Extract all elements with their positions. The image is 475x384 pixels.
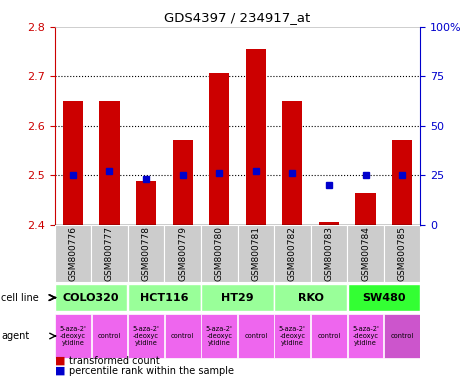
- Text: ■: ■: [55, 356, 65, 366]
- Text: 5-aza-2'
-deoxyc
ytidine: 5-aza-2' -deoxyc ytidine: [206, 326, 233, 346]
- Bar: [164, 225, 201, 282]
- Title: GDS4397 / 234917_at: GDS4397 / 234917_at: [164, 11, 311, 24]
- Bar: [55, 225, 91, 282]
- Text: HT29: HT29: [221, 293, 254, 303]
- Bar: [92, 314, 127, 358]
- Text: transformed count: transformed count: [69, 356, 160, 366]
- Text: SW480: SW480: [362, 293, 406, 303]
- Bar: [319, 222, 339, 225]
- Text: COLO320: COLO320: [63, 293, 119, 303]
- Bar: [274, 225, 311, 282]
- Text: GSM800785: GSM800785: [398, 226, 407, 281]
- Bar: [348, 314, 383, 358]
- Bar: [246, 49, 266, 225]
- Bar: [91, 225, 128, 282]
- Text: control: control: [390, 333, 414, 339]
- Bar: [128, 284, 200, 311]
- Bar: [136, 181, 156, 225]
- Bar: [311, 314, 347, 358]
- Bar: [55, 284, 127, 311]
- Bar: [99, 101, 120, 225]
- Bar: [282, 101, 303, 225]
- Bar: [275, 284, 347, 311]
- Text: agent: agent: [1, 331, 29, 341]
- Text: HCT116: HCT116: [140, 293, 189, 303]
- Text: GSM800783: GSM800783: [324, 226, 333, 281]
- Text: control: control: [98, 333, 121, 339]
- Text: cell line: cell line: [1, 293, 38, 303]
- Bar: [347, 225, 384, 282]
- Text: ■: ■: [55, 366, 65, 376]
- Text: GSM800779: GSM800779: [178, 226, 187, 281]
- Bar: [128, 225, 164, 282]
- Bar: [63, 101, 83, 225]
- Bar: [392, 140, 412, 225]
- Text: RKO: RKO: [298, 293, 323, 303]
- Text: GSM800780: GSM800780: [215, 226, 224, 281]
- Text: 5-aza-2'
-deoxyc
ytidine: 5-aza-2' -deoxyc ytidine: [133, 326, 160, 346]
- Bar: [172, 140, 193, 225]
- Text: GSM800784: GSM800784: [361, 226, 370, 281]
- Bar: [238, 225, 274, 282]
- Bar: [201, 284, 274, 311]
- Text: GSM800782: GSM800782: [288, 226, 297, 281]
- Text: 5-aza-2'
-deoxyc
ytidine: 5-aza-2' -deoxyc ytidine: [59, 326, 86, 346]
- Bar: [311, 225, 347, 282]
- Text: GSM800777: GSM800777: [105, 226, 114, 281]
- Bar: [55, 314, 91, 358]
- Bar: [128, 314, 164, 358]
- Bar: [238, 314, 274, 358]
- Bar: [165, 314, 200, 358]
- Text: GSM800778: GSM800778: [142, 226, 151, 281]
- Bar: [355, 193, 376, 225]
- Text: GSM800776: GSM800776: [68, 226, 77, 281]
- Text: GSM800781: GSM800781: [251, 226, 260, 281]
- Text: percentile rank within the sample: percentile rank within the sample: [69, 366, 234, 376]
- Bar: [384, 314, 420, 358]
- Bar: [275, 314, 310, 358]
- Text: control: control: [317, 333, 341, 339]
- Bar: [384, 225, 420, 282]
- Bar: [201, 314, 237, 358]
- Text: 5-aza-2'
-deoxyc
ytidine: 5-aza-2' -deoxyc ytidine: [352, 326, 379, 346]
- Text: control: control: [244, 333, 267, 339]
- Bar: [201, 225, 238, 282]
- Text: 5-aza-2'
-deoxyc
ytidine: 5-aza-2' -deoxyc ytidine: [279, 326, 306, 346]
- Bar: [348, 284, 420, 311]
- Bar: [209, 73, 229, 225]
- Text: control: control: [171, 333, 194, 339]
